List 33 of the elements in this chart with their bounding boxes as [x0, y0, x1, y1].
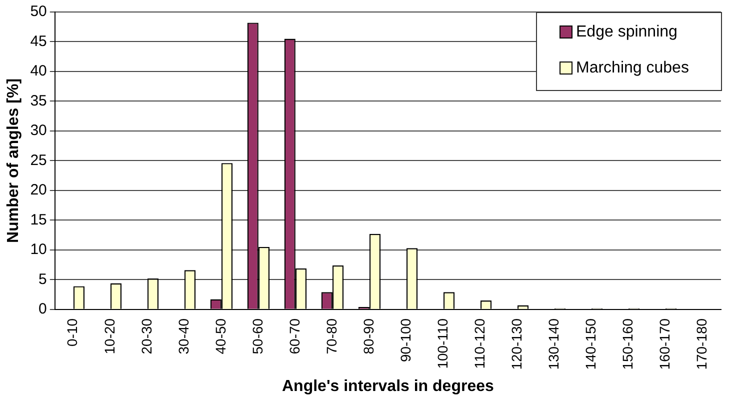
x-tick-label: 10-20	[101, 318, 118, 354]
x-tick-label: 70-80	[323, 318, 340, 354]
x-tick-label: 90-100	[397, 318, 414, 362]
x-tick-label: 120-130	[508, 318, 524, 370]
x-tick-label: 0-10	[64, 318, 80, 346]
x-tick-label: 110-120	[471, 318, 488, 369]
x-tick-label: 60-70	[286, 318, 302, 354]
x-tick-label: 100-110	[434, 318, 450, 369]
y-tick-label: 50	[30, 3, 47, 20]
x-tick-label: 130-140	[545, 318, 562, 370]
y-tick-label: 30	[30, 122, 47, 140]
y-tick-label: 40	[30, 62, 47, 80]
x-tick-label: 30-40	[175, 318, 192, 354]
legend-label: Edge spinning	[576, 23, 678, 40]
x-tick-label: 140-150	[582, 318, 598, 370]
y-tick-label: 0	[38, 300, 47, 318]
y-tick-label: 20	[30, 182, 47, 199]
y-axis-title: Number of angles [%]	[5, 78, 22, 243]
legend-label: Marching cubes	[576, 59, 689, 76]
y-tick-label: 10	[30, 241, 47, 258]
y-tick-label: 45	[30, 32, 47, 50]
y-tick-label: 35	[30, 92, 47, 110]
x-tick-label: 40-50	[212, 318, 228, 354]
y-tick-label: 25	[30, 152, 47, 169]
x-tick-label: 50-60	[249, 318, 266, 354]
x-tick-label: 160-170	[656, 318, 672, 370]
x-axis-title: Angle's intervals in degrees	[282, 378, 494, 395]
x-tick-label: 80-90	[360, 318, 376, 354]
x-tick-label: 150-160	[619, 318, 636, 370]
x-tick-label: 20-30	[138, 318, 154, 354]
y-tick-label: 15	[30, 211, 47, 228]
x-tick-label: 170-180	[693, 318, 710, 370]
y-tick-label: 5	[38, 270, 47, 288]
